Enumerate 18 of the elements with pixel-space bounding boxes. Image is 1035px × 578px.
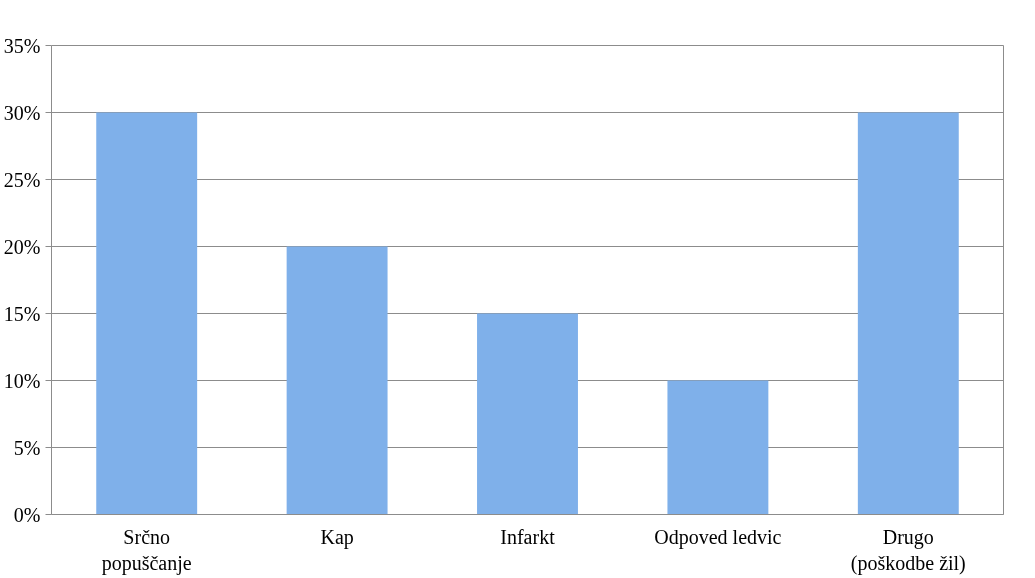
- y-tick-label: 10%: [3, 369, 41, 392]
- x-tick-label: Infarkt: [500, 525, 556, 548]
- x-tick-label: Drugo (poškodbe žil): [850, 525, 966, 575]
- bar: [96, 112, 198, 515]
- y-tick-label: 35%: [3, 34, 41, 57]
- x-tick-label: Srčno popuščanje: [101, 525, 192, 575]
- y-tick-label: 0%: [13, 503, 41, 526]
- x-tick-label: Odpoved ledvic: [654, 525, 782, 549]
- y-tick-label: 25%: [3, 168, 41, 191]
- bar: [667, 380, 769, 515]
- bar: [857, 112, 959, 515]
- y-tick-label: 20%: [3, 235, 41, 258]
- bar: [286, 246, 388, 515]
- y-tick-label: 15%: [3, 302, 41, 325]
- x-tick-label: Kap: [320, 525, 354, 549]
- y-tick-label: 30%: [3, 101, 41, 124]
- bar: [477, 313, 578, 515]
- y-tick-label: 5%: [13, 436, 41, 459]
